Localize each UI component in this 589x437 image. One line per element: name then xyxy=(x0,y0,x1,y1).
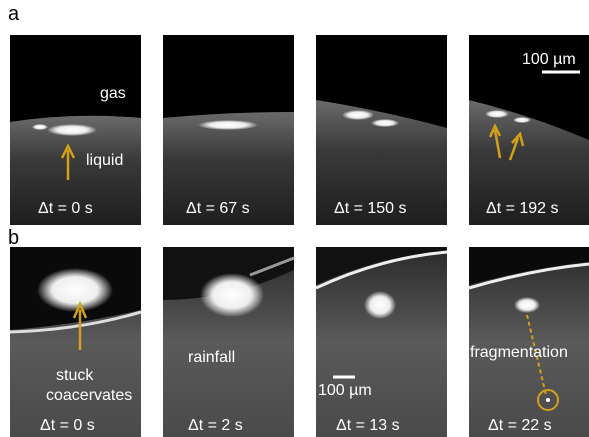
scale-bar-label: 100 µm xyxy=(318,382,372,399)
panel-label: b xyxy=(8,227,19,249)
frame: 100 µm Δt = 192 s xyxy=(469,35,589,225)
figure: a b gas liquid Δt = 0 s Δt = 67 s Δt = 1… xyxy=(0,0,589,437)
frame: gas liquid Δt = 0 s xyxy=(10,35,141,225)
frame: 100 µm Δt = 13 s xyxy=(316,247,447,437)
scale-bar-label: 100 µm xyxy=(522,51,576,68)
time-label: Δt = 67 s xyxy=(186,200,250,217)
time-label: Δt = 0 s xyxy=(40,417,95,434)
annotation: rainfall xyxy=(188,349,235,366)
time-label: Δt = 0 s xyxy=(38,200,93,217)
frame: stuck coacervates Δt = 0 s xyxy=(10,247,141,437)
time-label: Δt = 22 s xyxy=(488,417,552,434)
frame: Δt = 67 s xyxy=(163,35,294,225)
annotation: fragmentation xyxy=(470,344,568,361)
time-label: Δt = 150 s xyxy=(334,200,407,217)
frame: Δt = 150 s xyxy=(316,35,447,225)
annotation: liquid xyxy=(86,152,123,169)
time-label: Δt = 192 s xyxy=(486,200,559,217)
frame: fragmentation Δt = 22 s xyxy=(469,247,589,437)
time-label: Δt = 13 s xyxy=(336,417,400,434)
frame: rainfall Δt = 2 s xyxy=(163,247,294,437)
panel-label: a xyxy=(8,3,20,25)
annotation: coacervates xyxy=(46,387,132,404)
time-label: Δt = 2 s xyxy=(188,417,243,434)
annotation: stuck xyxy=(56,367,94,384)
annotation: gas xyxy=(100,85,126,102)
